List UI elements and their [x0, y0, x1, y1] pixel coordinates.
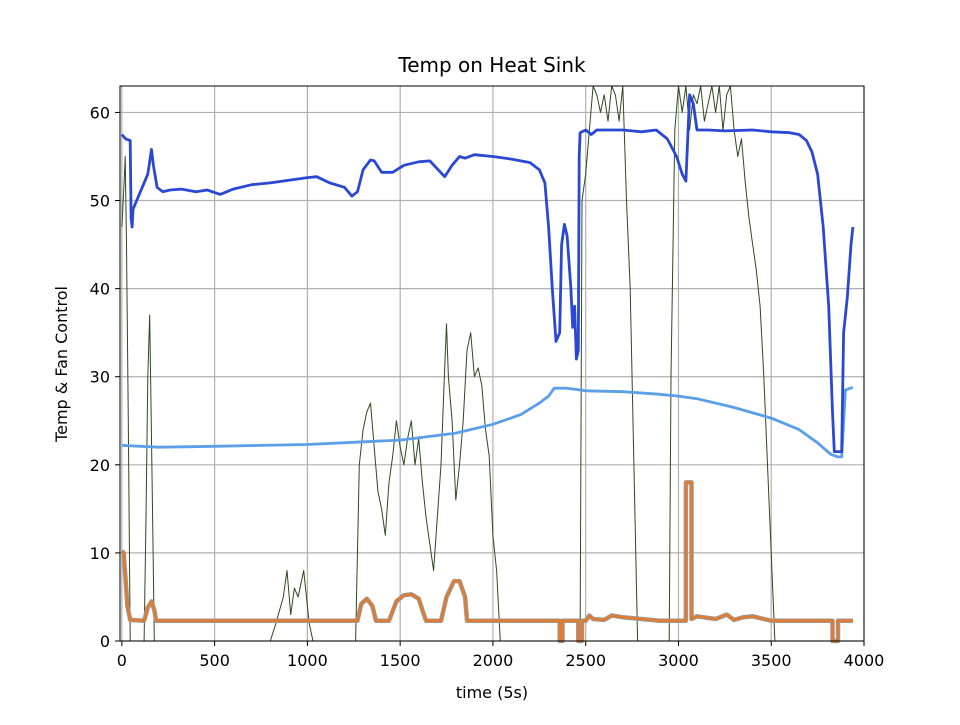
- series-line-heat-sink: [120, 93, 855, 453]
- x-tick-label: 4000: [844, 651, 885, 670]
- x-tick-label: 0: [117, 651, 127, 670]
- plot-lines: [120, 85, 855, 644]
- axes-frame: [119, 85, 865, 642]
- y-axis-label: Temp & Fan Control: [52, 286, 71, 443]
- x-tick-label: 2500: [565, 651, 606, 670]
- x-tick-label: 500: [199, 651, 230, 670]
- x-tick-label: 1500: [380, 651, 421, 670]
- y-tick-label: 30: [90, 368, 110, 387]
- y-tick-label: 20: [90, 456, 110, 475]
- grid-lines: [120, 86, 865, 642]
- y-axis: 0 10 20 30 40 50 60: [90, 103, 120, 651]
- x-tick-label: 3500: [751, 651, 792, 670]
- y-tick-label: 60: [90, 103, 110, 122]
- x-tick-label: 1000: [287, 651, 328, 670]
- series-line-fan: [120, 481, 853, 643]
- y-tick-label: 0: [100, 632, 110, 651]
- chart-title: Temp on Heat Sink: [397, 53, 586, 77]
- series-line-noisy: [121, 85, 776, 642]
- x-tick-label: 3000: [658, 651, 699, 670]
- x-tick-label: 2000: [473, 651, 514, 670]
- y-tick-label: 50: [90, 192, 110, 211]
- series-line-ambient: [121, 385, 854, 459]
- x-axis-label: time (5s): [456, 683, 528, 702]
- x-axis: 0 500 1000 1500 2000 2500 3000 3500 4000: [117, 641, 885, 670]
- y-tick-label: 10: [90, 544, 110, 563]
- y-tick-label: 40: [90, 280, 110, 299]
